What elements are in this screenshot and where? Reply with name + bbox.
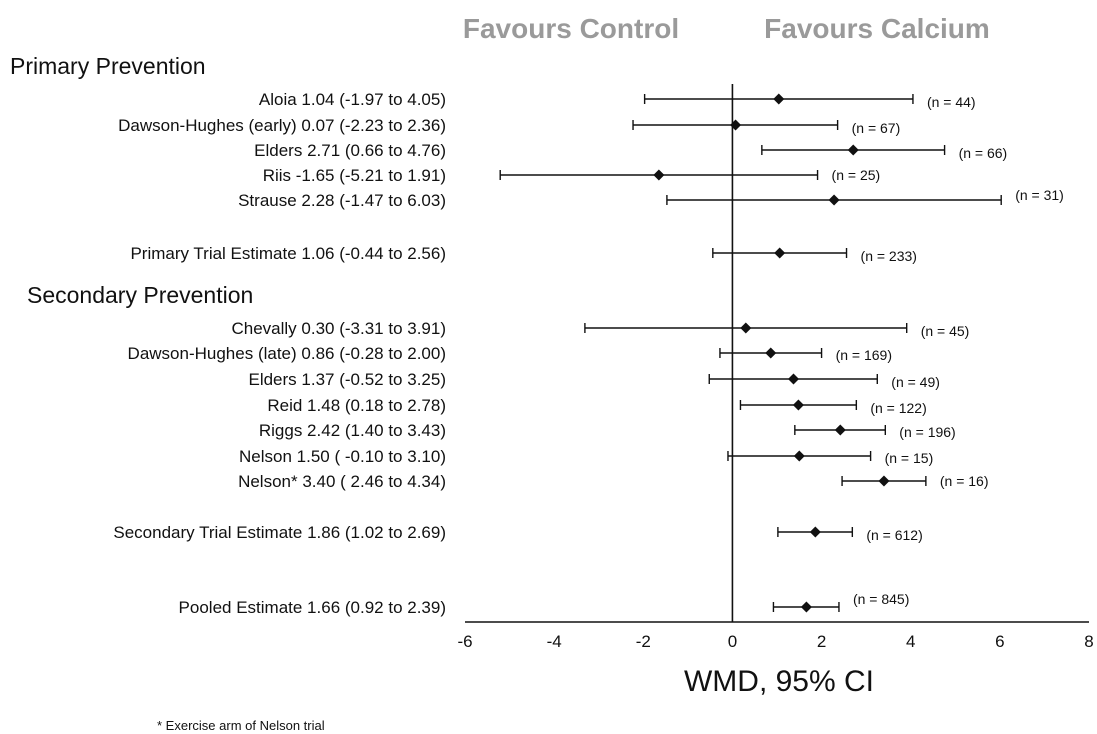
study-row: Elders 2.71 (0.66 to 4.76) (n = 66): [254, 141, 1007, 161]
row-label: Nelson 1.50 ( -0.10 to 3.10): [239, 447, 446, 466]
row-label: Reid 1.48 (0.18 to 2.78): [267, 396, 446, 415]
study-row: Riis -1.65 (-5.21 to 1.91) (n = 25): [263, 166, 881, 185]
x-tick-label: -6: [457, 632, 472, 651]
estimate-marker: [878, 475, 890, 487]
estimate-marker: [765, 347, 777, 359]
row-label: Elders 1.37 (-0.52 to 3.25): [248, 370, 446, 389]
footnote: * Exercise arm of Nelson trial: [157, 718, 325, 733]
sample-size-label: (n = 66): [959, 145, 1008, 161]
estimate-marker: [834, 424, 846, 436]
row-label: Riggs 2.42 (1.40 to 3.43): [259, 421, 446, 440]
row-label: Strause 2.28 (-1.47 to 6.03): [238, 191, 446, 210]
estimate-marker: [793, 450, 805, 462]
estimate-marker: [800, 601, 812, 613]
study-row: Elders 1.37 (-0.52 to 3.25) (n = 49): [248, 370, 939, 390]
estimate-marker: [828, 194, 840, 206]
group-title-primary: Primary Prevention: [10, 53, 206, 79]
study-row: Nelson* 3.40 ( 2.46 to 4.34) (n = 16): [238, 472, 988, 491]
study-row: Dawson-Hughes (late) 0.86 (-0.28 to 2.00…: [128, 344, 892, 363]
sample-size-label: (n = 25): [832, 167, 881, 183]
x-tick-label: 2: [817, 632, 826, 651]
x-axis-ticks: -6 -4 -2 0 2 4 6 8: [457, 632, 1093, 651]
study-rows: Aloia 1.04 (-1.97 to 4.05) (n = 44) Dawson…: [113, 90, 1063, 617]
study-row: Riggs 2.42 (1.40 to 3.43) (n = 196): [259, 421, 956, 440]
estimate-marker: [787, 373, 799, 385]
group-estimate-row: Secondary Trial Estimate 1.86 (1.02 to 2…: [113, 523, 922, 543]
sample-size-label: (n = 169): [836, 347, 892, 363]
row-label: Secondary Trial Estimate 1.86 (1.02 to 2…: [113, 523, 446, 542]
sample-size-label: (n = 233): [861, 248, 917, 264]
study-row: Dawson-Hughes (early) 0.07 (-2.23 to 2.3…: [118, 116, 900, 136]
row-label: Riis -1.65 (-5.21 to 1.91): [263, 166, 446, 185]
sample-size-label: (n = 122): [870, 400, 926, 416]
estimate-marker: [653, 169, 665, 181]
sample-size-label: (n = 67): [852, 120, 901, 136]
sample-size-label: (n = 612): [866, 527, 922, 543]
group-title-secondary: Secondary Prevention: [27, 282, 253, 308]
x-axis-label: WMD, 95% CI: [684, 665, 874, 698]
sample-size-label: (n = 44): [927, 94, 976, 110]
study-row: Nelson 1.50 ( -0.10 to 3.10) (n = 15): [239, 447, 933, 466]
row-label: Pooled Estimate 1.66 (0.92 to 2.39): [179, 598, 446, 617]
study-row: Chevally 0.30 (-3.31 to 3.91) (n = 45): [231, 319, 969, 339]
estimate-marker: [773, 93, 785, 105]
x-tick-label: 0: [728, 632, 737, 651]
pooled-estimate-row: Pooled Estimate 1.66 (0.92 to 2.39) (n = …: [179, 591, 910, 617]
header-favours-control: Favours Control: [463, 13, 679, 44]
estimate-marker: [740, 322, 752, 334]
x-tick-label: 4: [906, 632, 915, 651]
sample-size-label: (n = 16): [940, 473, 989, 489]
sample-size-label: (n = 845): [853, 591, 909, 607]
study-row: Aloia 1.04 (-1.97 to 4.05) (n = 44): [259, 90, 976, 110]
row-label: Elders 2.71 (0.66 to 4.76): [254, 141, 446, 160]
row-label: Chevally 0.30 (-3.31 to 3.91): [231, 319, 446, 338]
group-estimate-row: Primary Trial Estimate 1.06 (-0.44 to 2.…: [130, 244, 917, 264]
sample-size-label: (n = 45): [921, 323, 970, 339]
x-tick-label: 6: [995, 632, 1004, 651]
sample-size-label: (n = 49): [891, 374, 940, 390]
sample-size-label: (n = 196): [899, 424, 955, 440]
sample-size-label: (n = 31): [1015, 187, 1064, 203]
row-label: Primary Trial Estimate 1.06 (-0.44 to 2.…: [130, 244, 446, 263]
x-tick-label: -2: [636, 632, 651, 651]
x-tick-label: -4: [547, 632, 562, 651]
row-label: Dawson-Hughes (late) 0.86 (-0.28 to 2.00…: [128, 344, 446, 363]
sample-size-label: (n = 15): [885, 450, 934, 466]
estimate-marker: [792, 399, 804, 411]
estimate-marker: [847, 144, 859, 156]
study-row: Strause 2.28 (-1.47 to 6.03) (n = 31): [238, 187, 1064, 210]
estimate-marker: [809, 526, 821, 538]
row-label: Aloia 1.04 (-1.97 to 4.05): [259, 90, 446, 109]
row-label: Dawson-Hughes (early) 0.07 (-2.23 to 2.3…: [118, 116, 446, 135]
estimate-marker: [774, 247, 786, 259]
x-tick-label: 8: [1084, 632, 1093, 651]
row-label: Nelson* 3.40 ( 2.46 to 4.34): [238, 472, 446, 491]
study-row: Reid 1.48 (0.18 to 2.78) (n = 122): [267, 396, 926, 416]
header-favours-calcium: Favours Calcium: [764, 13, 990, 44]
